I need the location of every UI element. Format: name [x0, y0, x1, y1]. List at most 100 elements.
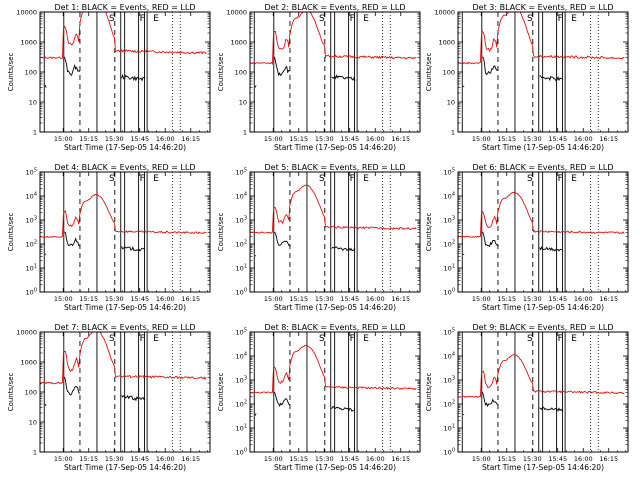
- x-tick-label: 16:15: [181, 135, 200, 143]
- x-axis-label: Start Time (17-Sep-05 14:46:20): [274, 463, 396, 472]
- y-tick-label: 100: [26, 288, 37, 297]
- panel-det-4: Det 4: BLACK = Events, RED = LLD Counts/s…: [7, 163, 211, 312]
- x-axis-label: Start Time (17-Sep-05 14:46:20): [64, 143, 186, 152]
- x-tick-label: 15:30: [105, 455, 124, 463]
- y-tick-label: 10000: [16, 329, 37, 337]
- flag-label: F: [140, 14, 145, 24]
- series-lld-red: [250, 344, 417, 394]
- y-tick-label: 104: [444, 352, 455, 361]
- flag-label: E: [571, 334, 577, 344]
- y-tick-label: 101: [236, 424, 247, 433]
- y-axis-label: Counts/sec: [7, 53, 15, 92]
- y-axis-label: Counts/sec: [425, 213, 433, 252]
- panel-det-2: Det 2: BLACK = Events, RED = LLD Counts/s…: [217, 3, 421, 152]
- x-tick-label: 16:15: [391, 135, 410, 143]
- series-lld-red: [250, 12, 417, 66]
- y-tick-label: 10000: [16, 9, 37, 17]
- y-axis-label: Counts/sec: [7, 213, 15, 252]
- y-tick-label: 100: [444, 448, 455, 457]
- flag-label: E: [153, 174, 159, 184]
- x-tick-label: 15:30: [315, 135, 334, 143]
- panel-det-6: Det 6: BLACK = Events, RED = LLD Counts/s…: [425, 163, 629, 312]
- series-events-black: [44, 376, 146, 407]
- x-tick-label: 15:45: [340, 455, 359, 463]
- x-tick-label: 15:30: [523, 295, 542, 303]
- y-tick-label: 100: [443, 69, 455, 77]
- y-tick-label: 104: [444, 192, 455, 201]
- plot-frame: [249, 171, 421, 293]
- series-lld-red: [40, 12, 207, 59]
- x-tick-label: 16:15: [181, 295, 200, 303]
- x-axis-label: Start Time (17-Sep-05 14:46:20): [482, 143, 604, 152]
- y-tick-label: 100: [444, 288, 455, 297]
- y-tick-label: 101: [444, 424, 455, 433]
- y-tick-label: 103: [236, 376, 247, 385]
- x-axis-label: Start Time (17-Sep-05 14:46:20): [274, 303, 396, 312]
- y-tick-label: 10000: [434, 9, 455, 17]
- y-tick-label: 105: [236, 168, 247, 177]
- flag-label: F: [350, 14, 355, 24]
- flag-label: E: [153, 14, 159, 24]
- y-tick-label: 105: [236, 328, 247, 337]
- y-tick-label: 103: [444, 216, 455, 225]
- flag-label: S: [319, 334, 325, 344]
- x-axis-label: Start Time (17-Sep-05 14:46:20): [482, 303, 604, 312]
- y-axis-label: Counts/sec: [217, 53, 225, 92]
- flag-label: F: [350, 334, 355, 344]
- x-tick-label: 15:30: [315, 295, 334, 303]
- x-tick-label: 15:00: [472, 295, 491, 303]
- x-tick-label: 16:00: [156, 135, 175, 143]
- y-axis-label: Counts/sec: [425, 373, 433, 412]
- y-axis-label: Counts/sec: [425, 53, 433, 92]
- y-tick-label: 100: [235, 69, 247, 77]
- x-tick-label: 15:15: [79, 295, 98, 303]
- x-tick-label: 15:45: [130, 135, 149, 143]
- flag-label: S: [319, 14, 325, 24]
- flag-label: S: [527, 174, 533, 184]
- y-tick-label: 102: [236, 400, 247, 409]
- flag-label: S: [527, 334, 533, 344]
- x-tick-label: 15:30: [105, 135, 124, 143]
- panel-det-5: Det 5: BLACK = Events, RED = LLD Counts/s…: [217, 163, 421, 312]
- plot-frame: [457, 171, 629, 293]
- x-tick-label: 15:00: [54, 295, 73, 303]
- y-tick-label: 10: [29, 419, 37, 427]
- flag-label: E: [571, 14, 577, 24]
- y-tick-label: 1: [33, 129, 37, 137]
- x-tick-label: 16:15: [391, 295, 410, 303]
- panel-det-9: Det 9: BLACK = Events, RED = LLD Counts/s…: [425, 323, 629, 472]
- flag-label: F: [558, 14, 563, 24]
- y-axis-label: Counts/sec: [217, 213, 225, 252]
- y-tick-label: 101: [236, 264, 247, 273]
- y-tick-label: 105: [444, 168, 455, 177]
- y-tick-label: 1000: [20, 39, 37, 47]
- series-lld-red: [458, 12, 625, 65]
- x-tick-label: 15:45: [548, 135, 567, 143]
- y-tick-label: 10: [29, 99, 37, 107]
- y-tick-label: 105: [444, 328, 455, 337]
- series-events-black: [462, 391, 564, 416]
- y-tick-label: 10000: [226, 9, 247, 17]
- x-tick-label: 16:15: [599, 295, 618, 303]
- panel-title: Det 2: BLACK = Events, RED = LLD: [265, 3, 406, 12]
- series-events-black: [254, 391, 356, 416]
- plot-frame: [457, 11, 629, 133]
- y-tick-label: 1: [451, 129, 455, 137]
- y-tick-label: 104: [26, 192, 37, 201]
- x-tick-label: 15:30: [315, 455, 334, 463]
- panel-title: Det 4: BLACK = Events, RED = LLD: [55, 163, 196, 172]
- panel-title: Det 8: BLACK = Events, RED = LLD: [265, 323, 406, 332]
- x-tick-label: 15:30: [523, 135, 542, 143]
- flag-label: S: [109, 174, 115, 184]
- panel-det-3: Det 3: BLACK = Events, RED = LLD Counts/s…: [425, 3, 629, 152]
- x-tick-label: 16:00: [366, 135, 385, 143]
- plot-frame: [457, 331, 629, 453]
- flag-label: E: [363, 14, 369, 24]
- x-tick-label: 15:00: [54, 455, 73, 463]
- y-tick-label: 102: [444, 240, 455, 249]
- y-axis-label: Counts/sec: [7, 373, 15, 412]
- x-tick-label: 15:00: [472, 135, 491, 143]
- y-tick-label: 100: [236, 288, 247, 297]
- x-tick-label: 16:00: [574, 135, 593, 143]
- x-tick-label: 16:00: [574, 295, 593, 303]
